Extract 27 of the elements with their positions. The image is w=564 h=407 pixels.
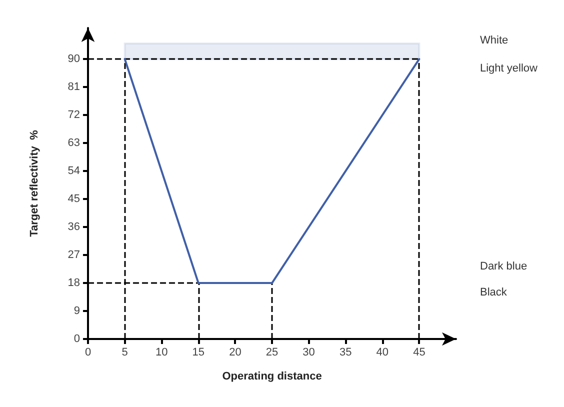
x-tick-label: 35 [339, 346, 352, 358]
text: Dark blue [480, 260, 528, 272]
text: Black [480, 286, 508, 298]
x-tick-label: 25 [266, 346, 278, 358]
y-tick-label: 81 [68, 81, 80, 94]
y-tick-label: 54 [68, 165, 80, 178]
x-tick-label: 5 [122, 346, 128, 358]
x-tick-label: 45 [413, 346, 426, 358]
y-axis-title: Target reflectivity % [28, 130, 40, 237]
y-tick-label: 72 [68, 109, 80, 122]
x-tick-label: 20 [229, 346, 242, 358]
y-tick-label: 18 [68, 277, 80, 290]
x-tick-label: 15 [192, 346, 205, 358]
y-tick-label: 63 [68, 137, 80, 150]
y-tick-label: 45 [68, 193, 80, 206]
x-axis-title: Operating distance [222, 370, 322, 382]
y-tick-label: 36 [68, 221, 80, 234]
y-tick-label: 27 [68, 249, 80, 262]
y-tick-label: 9 [74, 305, 80, 318]
text: Light yellow [480, 62, 538, 74]
x-tick-label: 0 [84, 346, 92, 358]
text: White [480, 34, 508, 46]
x-tick-label: 40 [376, 346, 389, 358]
y-tick-label: 90 [68, 53, 80, 66]
x-tick-label: 10 [155, 346, 168, 358]
x-tick-label: 30 [302, 346, 315, 358]
y-tick-label: 0 [74, 333, 80, 345]
